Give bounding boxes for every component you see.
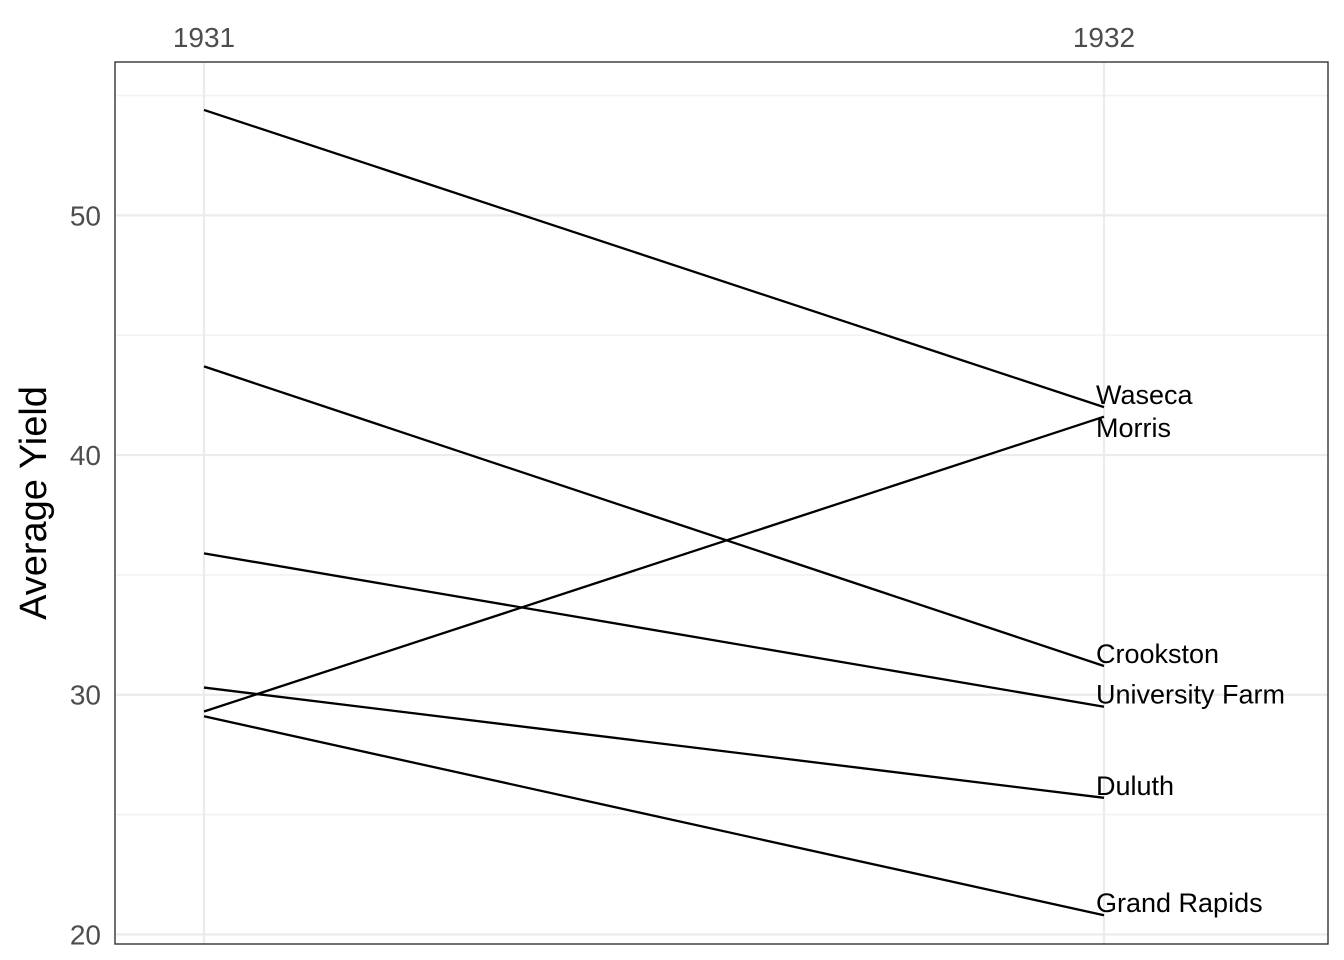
panel-border xyxy=(114,61,1329,945)
y-tick-label: 50 xyxy=(70,200,101,231)
x-tick-label: 1931 xyxy=(173,22,235,53)
series-end-label: Morris xyxy=(1096,413,1171,443)
series-line xyxy=(203,686,1105,799)
series-end-label: Duluth xyxy=(1096,771,1174,801)
series-end-label: Grand Rapids xyxy=(1096,888,1263,918)
y-tick-label: 40 xyxy=(70,440,101,471)
series-line xyxy=(203,715,1105,917)
y-tick-label: 20 xyxy=(70,919,101,950)
y-tick-label: 30 xyxy=(70,680,101,711)
series-line xyxy=(203,552,1105,708)
x-tick-label: 1932 xyxy=(1073,22,1135,53)
series-lines xyxy=(203,108,1105,917)
series-line xyxy=(203,415,1105,713)
series-end-label: Crookston xyxy=(1096,639,1219,669)
series-line xyxy=(203,365,1105,668)
grid-lines xyxy=(115,62,1328,944)
series-end-label: Waseca xyxy=(1096,380,1194,410)
tick-labels: 20 30 40 50 1931 1932 xyxy=(70,22,1135,950)
series-end-label: University Farm xyxy=(1096,680,1285,710)
series-line xyxy=(203,108,1105,409)
y-axis-title: Average Yield xyxy=(13,386,55,620)
